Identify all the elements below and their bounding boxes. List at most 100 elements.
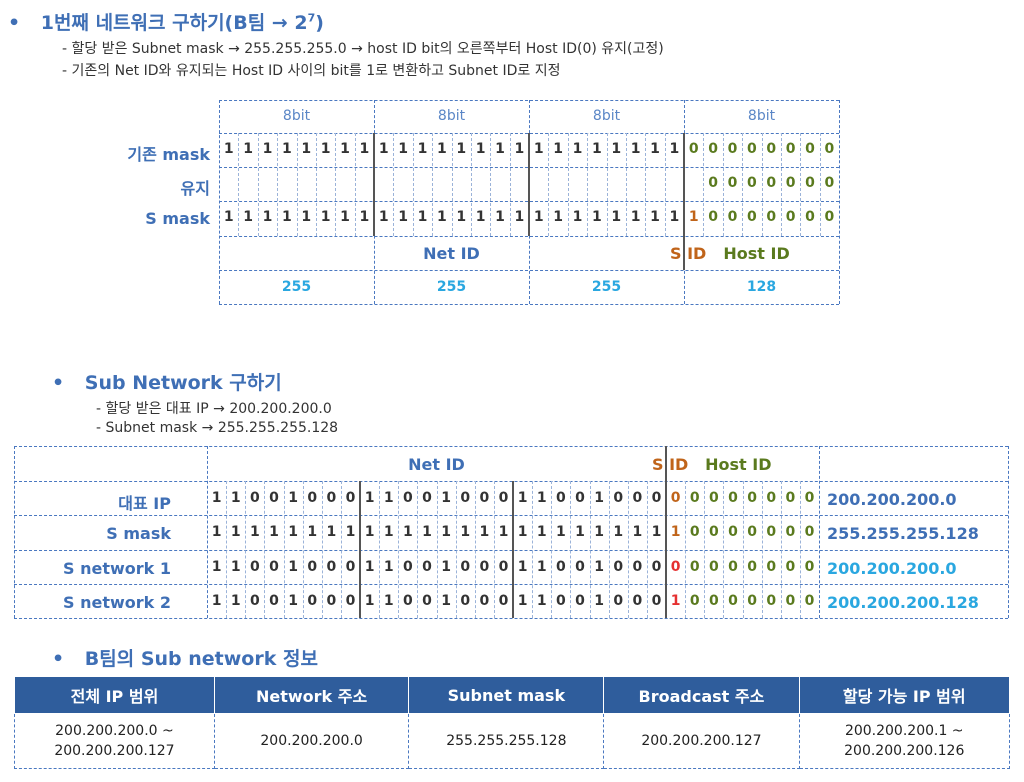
bit: 1 bbox=[591, 141, 602, 157]
bit: 1 bbox=[301, 209, 312, 225]
bit: 0 bbox=[307, 559, 318, 575]
net-id-label: Net ID bbox=[408, 455, 465, 474]
bit: 0 bbox=[804, 490, 815, 506]
bit: 1 bbox=[230, 524, 241, 540]
bit: 1 bbox=[281, 141, 292, 157]
grid-line bbox=[493, 481, 495, 618]
bit: 1 bbox=[364, 524, 375, 540]
bit: 0 bbox=[651, 593, 662, 609]
bit: 1 bbox=[553, 209, 563, 225]
grid-line bbox=[207, 446, 208, 618]
bit: 1 bbox=[402, 524, 413, 540]
bit: 0 bbox=[345, 490, 356, 506]
row-ip: 255.255.255.128 bbox=[827, 524, 979, 543]
bit: 0 bbox=[805, 141, 815, 157]
bit: 0 bbox=[345, 593, 356, 609]
bit: 1 bbox=[594, 490, 604, 506]
bit: 0 bbox=[402, 593, 413, 609]
bit: 1 bbox=[611, 141, 622, 157]
bit: 1 bbox=[456, 141, 467, 157]
grid-line bbox=[238, 133, 240, 236]
bit: 0 bbox=[613, 593, 624, 609]
bit: 1 bbox=[594, 593, 604, 609]
bit: 0 bbox=[575, 490, 585, 506]
bit: 1 bbox=[475, 141, 486, 157]
bit: 0 bbox=[307, 593, 318, 609]
bit: 1 bbox=[572, 209, 583, 225]
row-label: S network 2 bbox=[63, 593, 171, 612]
cell-network-address: 200.200.200.0 bbox=[213, 713, 410, 769]
bit: 0 bbox=[651, 490, 662, 506]
grid-line bbox=[685, 481, 687, 618]
bit: 1 bbox=[364, 490, 375, 506]
bit: 0 bbox=[766, 559, 777, 575]
section1-title-sup: 7 bbox=[307, 11, 316, 25]
grid-line bbox=[455, 481, 457, 618]
bit: 0 bbox=[746, 209, 757, 225]
bit: 1 bbox=[514, 141, 525, 157]
bit: 0 bbox=[498, 593, 509, 609]
bit: 0 bbox=[689, 559, 700, 575]
section2-note-2: - Subnet mask → 255.255.255.128 bbox=[96, 420, 339, 436]
grid-line bbox=[373, 133, 375, 236]
row-label: S mask bbox=[106, 524, 171, 543]
grid-line bbox=[277, 133, 279, 236]
bit: 0 bbox=[402, 559, 413, 575]
grid-line bbox=[14, 550, 1008, 551]
bit: 0 bbox=[460, 593, 471, 609]
octet-header: 8bit bbox=[282, 108, 311, 124]
bit: 0 bbox=[688, 141, 699, 157]
bit: 0 bbox=[708, 209, 718, 225]
subnet-info-table: 전체 IP 범위 Network 주소 Subnet mask Broadcas… bbox=[14, 676, 1010, 769]
octet-header: 8bit bbox=[437, 108, 466, 124]
grid-line bbox=[509, 133, 511, 236]
bit: 1 bbox=[572, 141, 583, 157]
grid-line bbox=[548, 133, 550, 236]
grid-line bbox=[226, 481, 228, 618]
bullet: • bbox=[52, 372, 65, 394]
grid-line bbox=[800, 133, 802, 236]
bit: 0 bbox=[728, 524, 738, 540]
cell-full-ip-range: 200.200.200.0 ~ 200.200.200.127 bbox=[14, 713, 215, 769]
grid-line bbox=[451, 133, 453, 236]
grid-line bbox=[359, 481, 361, 618]
bit: 1 bbox=[378, 141, 389, 157]
grid-line bbox=[354, 133, 356, 236]
grid-line bbox=[432, 133, 434, 236]
grid-line bbox=[646, 481, 648, 618]
grid-line bbox=[839, 100, 840, 304]
bit: 0 bbox=[824, 175, 835, 191]
bit: 0 bbox=[785, 559, 796, 575]
bit: 1 bbox=[301, 141, 312, 157]
s-id-label: S ID bbox=[670, 244, 707, 263]
header-assignable-ip-range: 할당 가능 IP 범위 bbox=[798, 676, 1010, 714]
bit: 1 bbox=[378, 209, 389, 225]
bit: 0 bbox=[269, 593, 279, 609]
section1-note-1: - 할당 받은 Subnet mask → 255.255.255.0 → ho… bbox=[62, 41, 664, 57]
bit: 1 bbox=[288, 559, 298, 575]
bit: 0 bbox=[708, 175, 718, 191]
header-subnet-mask: Subnet mask bbox=[408, 676, 605, 714]
bit: 1 bbox=[495, 209, 505, 225]
octet-header: 8bit bbox=[747, 108, 776, 124]
bit: 1 bbox=[243, 209, 253, 225]
bit: 1 bbox=[340, 141, 350, 157]
bit: 1 bbox=[670, 593, 681, 609]
bit: 1 bbox=[230, 593, 241, 609]
bit: 1 bbox=[417, 209, 428, 225]
bit: 1 bbox=[669, 141, 680, 157]
bit: 1 bbox=[340, 209, 350, 225]
bit: 1 bbox=[398, 209, 408, 225]
grid-line bbox=[683, 236, 685, 270]
bit: 0 bbox=[632, 490, 643, 506]
grid-line bbox=[665, 481, 667, 618]
bit: 0 bbox=[747, 490, 757, 506]
bit: 1 bbox=[498, 524, 509, 540]
grid-line bbox=[219, 304, 839, 305]
bit: 1 bbox=[479, 524, 490, 540]
grid-line bbox=[703, 133, 705, 236]
bit: 1 bbox=[517, 490, 528, 506]
bit: 0 bbox=[460, 559, 471, 575]
grid-line bbox=[819, 446, 820, 618]
cell-assignable-ip-range: 200.200.200.1 ~ 200.200.200.126 bbox=[798, 713, 1010, 769]
